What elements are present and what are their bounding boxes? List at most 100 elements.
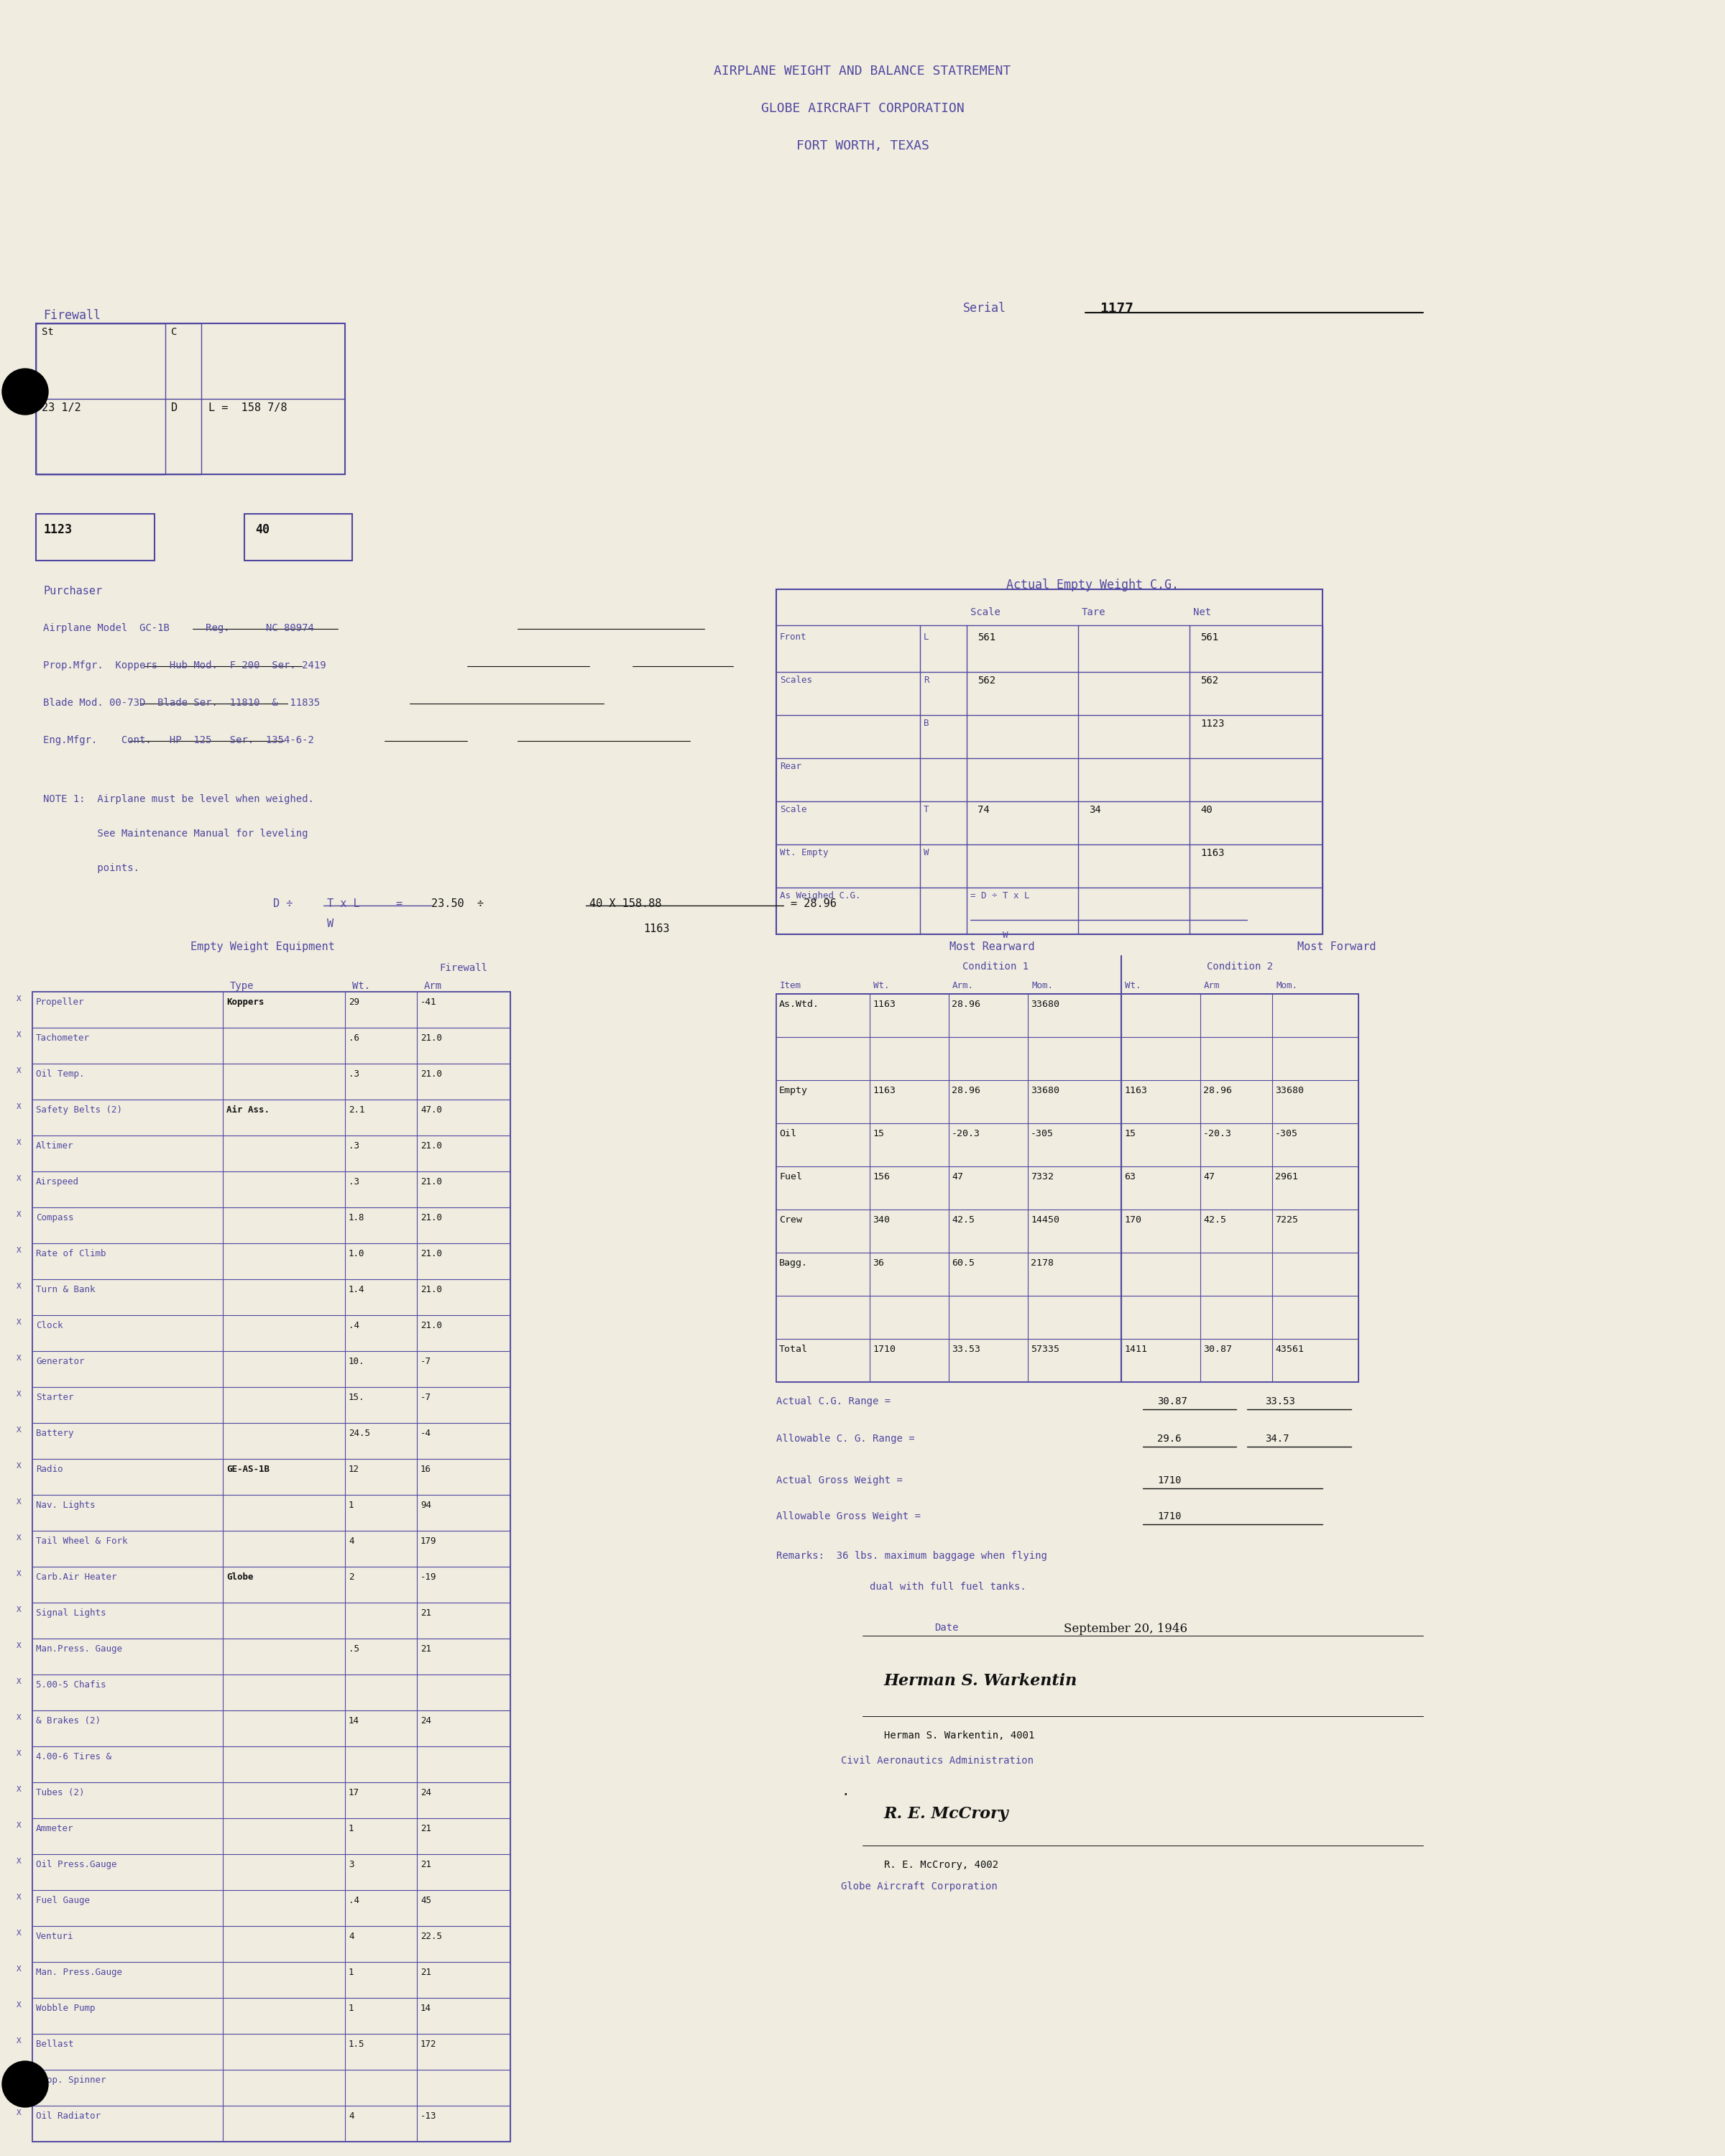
Text: 1123: 1123 — [1201, 718, 1225, 729]
Text: 7225: 7225 — [1275, 1216, 1299, 1225]
Text: X: X — [17, 1175, 21, 1181]
Text: R. E. McCrory: R. E. McCrory — [885, 1807, 1009, 1822]
Bar — [776, 589, 1323, 934]
Text: 2.1: 2.1 — [348, 1106, 364, 1115]
Text: 22.5: 22.5 — [421, 1932, 442, 1940]
Text: X: X — [17, 2037, 21, 2044]
Text: Civil Aeronautics Administration: Civil Aeronautics Administration — [842, 1755, 1033, 1766]
Text: 42.5: 42.5 — [952, 1216, 975, 1225]
Text: 34: 34 — [1088, 804, 1101, 815]
Text: 1: 1 — [348, 2003, 354, 2014]
Text: X: X — [17, 1858, 21, 1865]
Text: -41: -41 — [421, 998, 436, 1007]
Text: 2: 2 — [348, 1572, 354, 1583]
Text: Globe: Globe — [226, 1572, 254, 1583]
Text: Bagg.: Bagg. — [780, 1259, 807, 1268]
Text: 29: 29 — [348, 998, 359, 1007]
Text: Net: Net — [1194, 608, 1211, 617]
Text: Firewall: Firewall — [43, 308, 100, 321]
Text: Safety Belts (2): Safety Belts (2) — [36, 1106, 122, 1115]
Text: Item: Item — [780, 981, 802, 990]
Text: X: X — [17, 1391, 21, 1397]
Text: Rate of Climb: Rate of Climb — [36, 1248, 105, 1259]
Text: 14: 14 — [421, 2003, 431, 2014]
Text: Actual Gross Weight =: Actual Gross Weight = — [776, 1475, 902, 1485]
Text: 21.0: 21.0 — [421, 1069, 442, 1078]
Text: Herman S. Warkentin: Herman S. Warkentin — [885, 1673, 1078, 1688]
Text: 43561: 43561 — [1275, 1345, 1304, 1354]
Text: 47: 47 — [1204, 1173, 1214, 1181]
Text: FORT WORTH, TEXAS: FORT WORTH, TEXAS — [795, 140, 930, 153]
Text: Blade Mod. 00-73D  Blade Ser.  11810  &  11835: Blade Mod. 00-73D Blade Ser. 11810 & 118… — [43, 699, 321, 707]
Text: 14450: 14450 — [1032, 1216, 1059, 1225]
Text: Purchaser: Purchaser — [43, 586, 102, 597]
Text: .4: .4 — [348, 1322, 359, 1330]
Text: Mom.: Mom. — [1276, 981, 1297, 990]
Text: Altimer: Altimer — [36, 1141, 74, 1151]
Text: AIRPLANE WEIGHT AND BALANCE STATREMENT: AIRPLANE WEIGHT AND BALANCE STATREMENT — [714, 65, 1011, 78]
Text: -19: -19 — [421, 1572, 436, 1583]
Bar — [36, 323, 345, 474]
Text: R. E. McCrory, 4002: R. E. McCrory, 4002 — [885, 1861, 999, 1869]
Bar — [245, 513, 352, 561]
Text: 562: 562 — [978, 675, 995, 686]
Text: & Brakes (2): & Brakes (2) — [36, 1716, 100, 1725]
Text: Compass: Compass — [36, 1214, 74, 1222]
Text: Type: Type — [229, 981, 254, 992]
Text: Scale: Scale — [780, 804, 807, 815]
Text: Wt.: Wt. — [873, 981, 890, 990]
Text: Prop. Spinner: Prop. Spinner — [36, 2076, 105, 2085]
Text: Condition 1: Condition 1 — [963, 962, 1028, 972]
Text: -13: -13 — [421, 2111, 436, 2122]
Text: Crew: Crew — [780, 1216, 802, 1225]
Text: X: X — [17, 1893, 21, 1902]
Text: Arm: Arm — [424, 981, 442, 992]
Text: X: X — [17, 1246, 21, 1255]
Text: 40: 40 — [255, 524, 269, 537]
Text: 21.0: 21.0 — [421, 1033, 442, 1044]
Text: 1: 1 — [348, 1824, 354, 1833]
Text: Actual Empty Weight C.G.: Actual Empty Weight C.G. — [1006, 578, 1178, 591]
Text: L =  158 7/8: L = 158 7/8 — [209, 403, 286, 414]
Text: Airspeed: Airspeed — [36, 1177, 79, 1186]
Text: Remarks:  36 lbs. maximum baggage when flying: Remarks: 36 lbs. maximum baggage when fl… — [776, 1550, 1047, 1561]
Text: Clock: Clock — [36, 1322, 62, 1330]
Text: 16: 16 — [421, 1464, 431, 1475]
Text: W: W — [1002, 931, 1007, 940]
Text: Most Forward: Most Forward — [1297, 942, 1377, 953]
Text: X: X — [17, 1714, 21, 1720]
Text: 1411: 1411 — [1125, 1345, 1147, 1354]
Text: -7: -7 — [421, 1356, 431, 1367]
Text: Fuel: Fuel — [780, 1173, 802, 1181]
Text: 34.7: 34.7 — [1264, 1434, 1289, 1445]
Text: -305: -305 — [1275, 1130, 1299, 1138]
Text: Tail Wheel & Fork: Tail Wheel & Fork — [36, 1537, 128, 1546]
Text: Most Rearward: Most Rearward — [949, 942, 1035, 953]
Text: X: X — [17, 1930, 21, 1936]
Text: 170: 170 — [1125, 1216, 1142, 1225]
Text: Tubes (2): Tubes (2) — [36, 1787, 85, 1798]
Text: .: . — [842, 1785, 849, 1798]
Text: -305: -305 — [1032, 1130, 1054, 1138]
Circle shape — [2, 2061, 48, 2106]
Text: 21: 21 — [421, 1645, 431, 1654]
Text: 10.: 10. — [348, 1356, 364, 1367]
Text: X: X — [17, 1570, 21, 1578]
Text: 33.53: 33.53 — [952, 1345, 980, 1354]
Text: 24: 24 — [421, 1787, 431, 1798]
Text: Allowable Gross Weight =: Allowable Gross Weight = — [776, 1511, 921, 1522]
Text: .6: .6 — [348, 1033, 359, 1044]
Text: As Weighed C.G.: As Weighed C.G. — [780, 890, 861, 901]
Text: Fuel Gauge: Fuel Gauge — [36, 1895, 90, 1906]
Text: D ÷: D ÷ — [273, 899, 293, 910]
Text: T x L: T x L — [328, 899, 361, 910]
Bar — [36, 323, 166, 474]
Text: Herman S. Warkentin, 4001: Herman S. Warkentin, 4001 — [885, 1731, 1035, 1740]
Text: Turn & Bank: Turn & Bank — [36, 1285, 95, 1294]
Text: 21.0: 21.0 — [421, 1141, 442, 1151]
Text: =: = — [395, 899, 402, 910]
Text: 28.96: 28.96 — [952, 1087, 980, 1095]
Text: Empty Weight Equipment: Empty Weight Equipment — [190, 942, 335, 953]
Text: Globe Aircraft Corporation: Globe Aircraft Corporation — [842, 1882, 997, 1891]
Text: Arm.: Arm. — [952, 981, 975, 990]
